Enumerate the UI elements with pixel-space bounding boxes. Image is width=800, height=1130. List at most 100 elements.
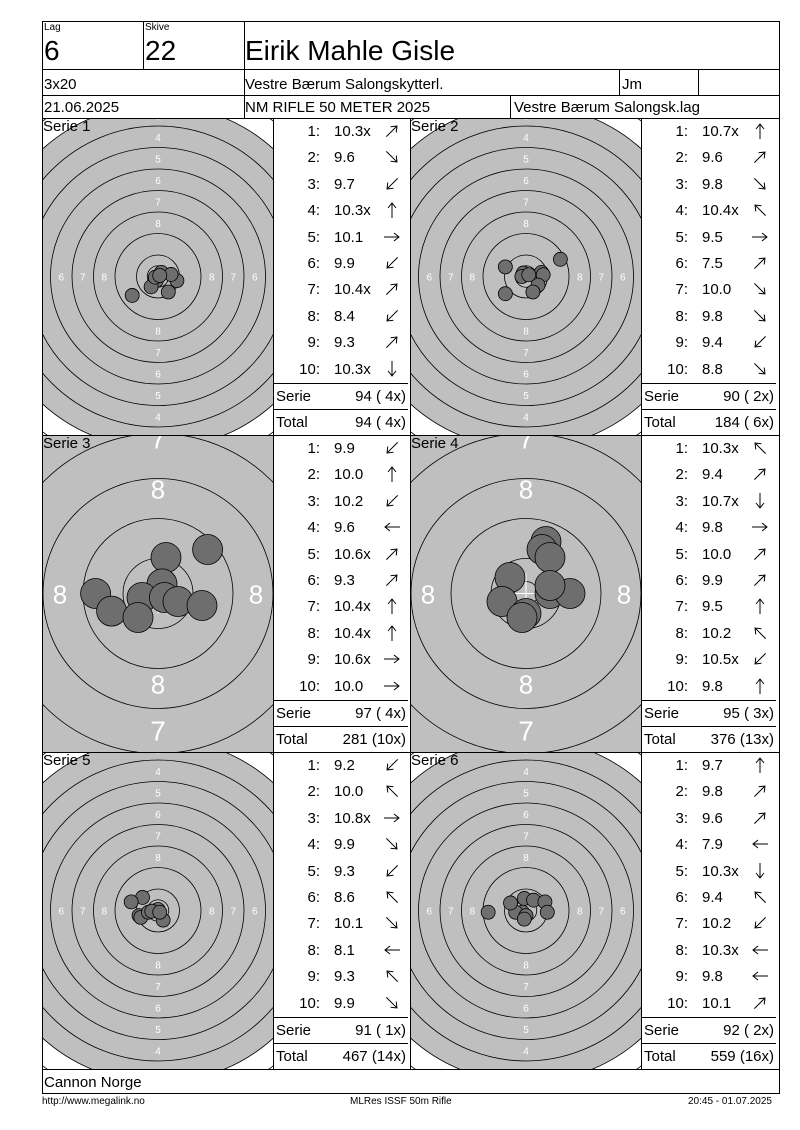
ring-number: 6 [155,369,161,380]
shot-row: 7: 10.4x [274,593,408,619]
shot-row: 5: 10.3x [642,858,776,884]
ring-number: 4 [523,767,529,778]
shot-hole [160,284,176,300]
serie-sum: 91 ( 1x) [355,1022,406,1039]
shot-value: 10.0 [334,677,364,695]
ring-number: 7 [230,273,236,284]
ring-number: 6 [58,273,64,284]
shot-hole [186,590,218,621]
shot-hole [152,904,168,920]
sponsor: Cannon Norge [44,1074,142,1091]
shot-value: 10.5x [702,651,739,669]
target-svg: 33445555666677778888 [43,752,273,1069]
shot-value: 9.9 [702,572,723,589]
shot-number: 9: [675,968,688,986]
shot-value: 9.3 [334,334,355,352]
ring-number: 8 [151,670,165,700]
shot-value: 10.4x [334,598,371,616]
shot-row: 4: 9.6 [274,514,408,540]
direction-arrow-icon [750,174,770,194]
shot-value: 9.3 [334,862,355,880]
shot-hole [516,911,532,927]
frame-left [42,21,43,1093]
shot-hole [552,251,568,267]
total-label: Total [276,414,308,431]
shot-number: 2: [675,783,688,801]
direction-arrow-icon [750,940,770,960]
shot-value: 10.3x [702,941,739,959]
shot-value: 8.4 [334,307,355,325]
shot-value: 10.2 [702,915,732,933]
shot-value: 9.5 [702,598,723,616]
footer-url[interactable]: http://www.megalink.no [42,1096,145,1107]
header-vline-3 [619,69,620,95]
target-svg: 33445555666677778888 [43,118,273,435]
target-panel: 7 8 8 7 8 8 Serie 3 [43,435,273,752]
series-block: 33445555666677778888Serie 11:10.3x2:9.63… [42,118,411,435]
serie-sum-row: Serie 90 ( 2x) [642,383,776,410]
direction-arrow-icon [382,596,402,616]
shot-number: 10: [667,677,688,695]
ring-number: 7 [523,197,529,208]
direction-arrow-icon [750,887,770,907]
shot-row: 3: 9.6 [642,805,776,831]
ring-number: 8 [523,326,529,337]
shot-value: 9.9 [334,255,355,272]
direction-arrow-icon [750,517,770,537]
ring-number: 7 [155,982,161,993]
shot-number: 9: [675,651,688,669]
direction-arrow-icon [750,861,770,881]
shot-value: 9.9 [334,994,355,1012]
shot-number: 1: [307,123,320,140]
shot-hole [192,534,224,565]
shot-number: 5: [307,228,320,246]
ring-number: 8 [577,907,583,918]
direction-arrow-icon [382,834,402,854]
shot-number: 2: [675,149,688,167]
target-ring [450,518,602,669]
ring-number: 5 [523,154,529,165]
shot-value: 10.3x [702,862,739,880]
serie-sum: 92 ( 2x) [723,1022,774,1039]
shot-value: 9.6 [702,149,723,167]
direction-arrow-icon [382,174,402,194]
ring-number: 7 [598,907,604,918]
direction-arrow-icon [750,227,770,247]
series-title: Serie 2 [411,118,459,135]
shot-value: 9.8 [702,968,723,986]
ring-number: 8 [519,670,533,700]
ring-number: 3 [523,1068,529,1069]
shot-row: 3: 10.8x [274,805,408,831]
shot-row: 10: 10.3x [274,356,408,382]
serie-sum-row: Serie 97 ( 4x) [274,700,408,727]
shot-value: 10.2 [702,624,732,642]
shot-hole [539,904,555,920]
ring-number: 7 [150,435,166,455]
shot-hole [150,542,182,573]
ring-number: 5 [155,154,161,165]
ring-number: 6 [252,273,258,284]
serie-sum: 95 ( 3x) [723,705,774,722]
ring-number: 7 [155,197,161,208]
shot-value: 10.7x [702,492,739,510]
ring-number: 3 [155,434,161,435]
shot-value: 10.0 [334,466,364,484]
ring-number: 6 [523,176,529,187]
ring-number: 3 [155,118,161,122]
total-sum: 281 (10x) [342,731,406,748]
shot-row: 6: 9.4 [642,884,776,910]
shot-number: 8: [675,307,688,325]
direction-arrow-icon [382,464,402,484]
ring-number: 8 [151,475,165,505]
ring-number: 8 [101,273,107,284]
shot-row: 4: 10.3x [274,197,408,223]
shot-row: 9: 10.5x [642,646,776,672]
shot-row: 6: 9.3 [274,567,408,593]
series-divider [410,435,779,436]
shot-row: 7: 10.2 [642,910,776,936]
shot-number: 1: [675,440,688,457]
serie-label: Serie [276,705,312,722]
shot-value: 10.1 [334,228,364,246]
direction-arrow-icon [382,887,402,907]
shot-row: 5: 10.0 [642,541,776,567]
